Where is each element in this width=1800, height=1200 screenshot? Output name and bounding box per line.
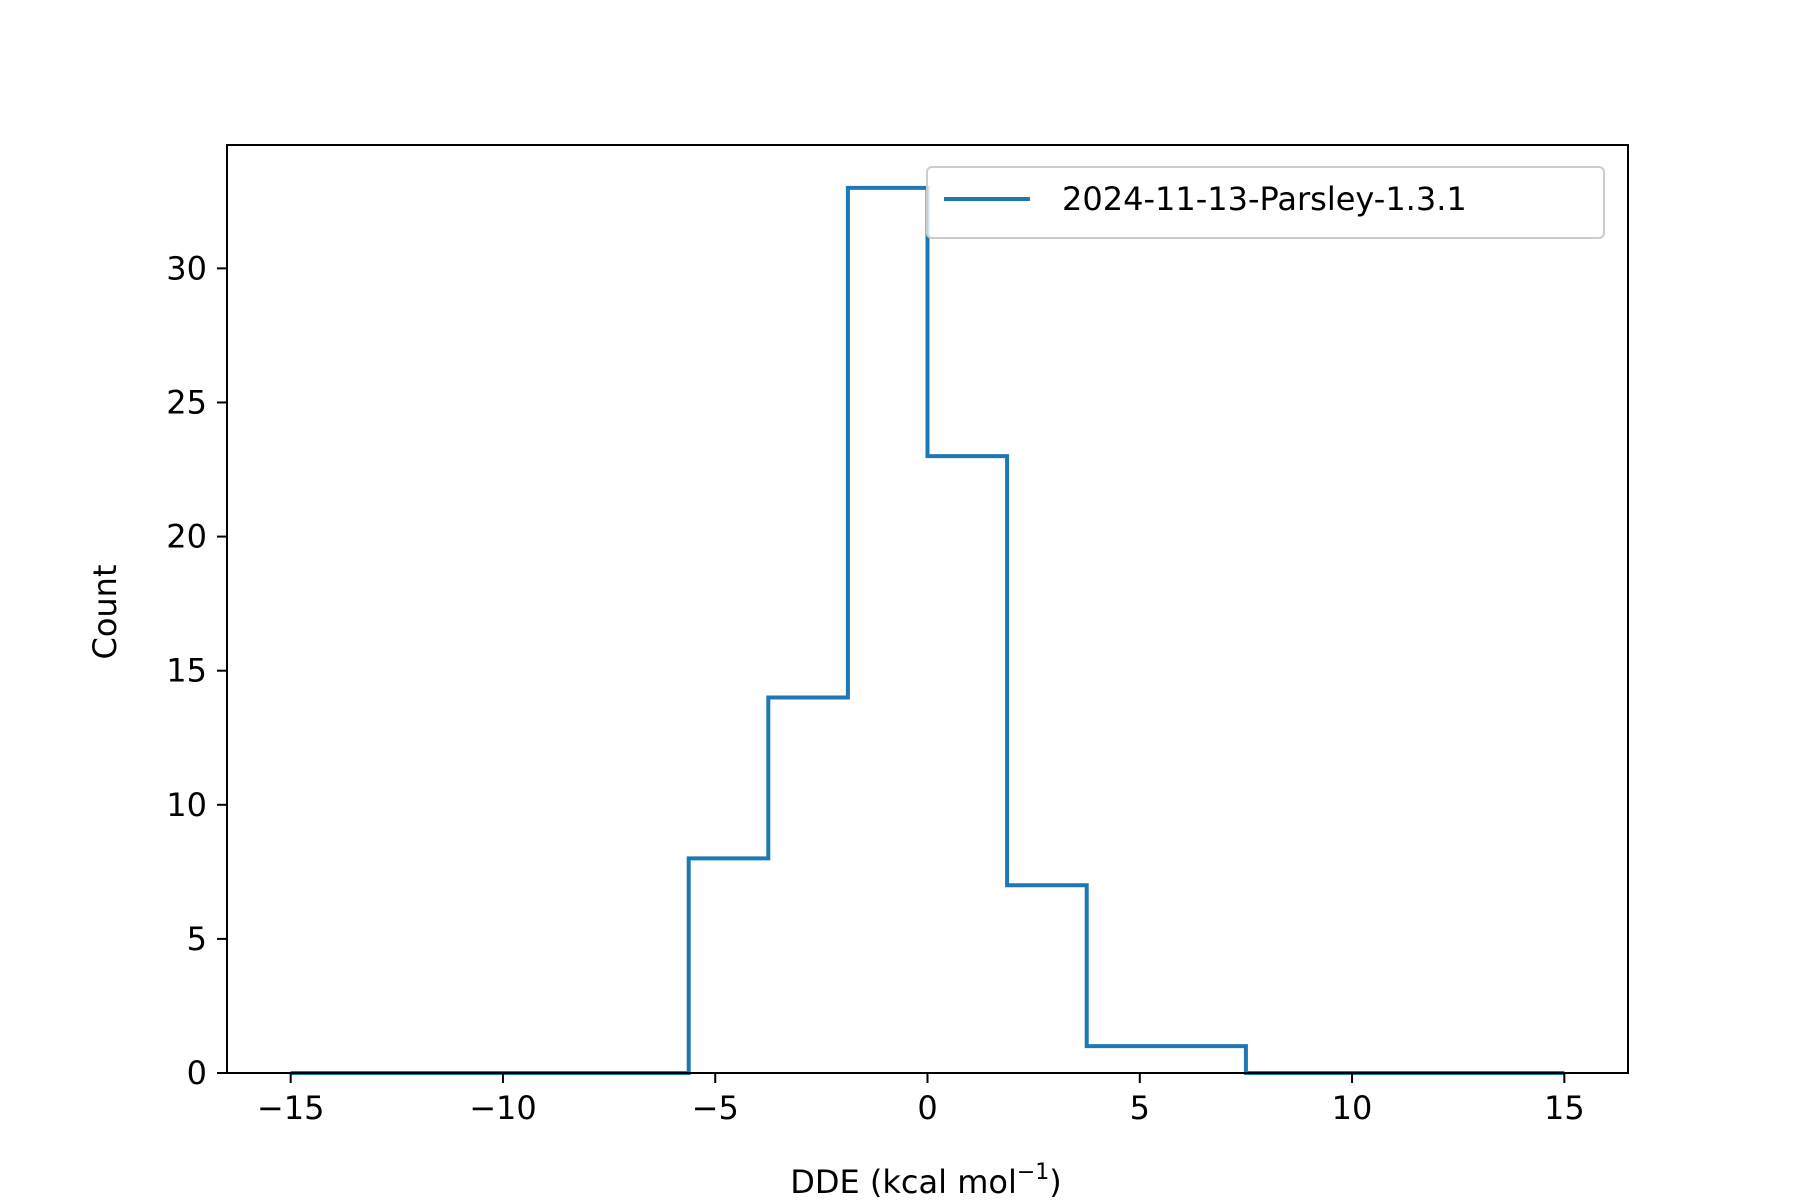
- x-tick-label: 10: [1332, 1089, 1373, 1127]
- y-tick-label: 20: [166, 518, 207, 556]
- legend-frame: [926, 166, 1605, 239]
- y-tick-label: 15: [166, 652, 207, 690]
- legend: 2024-11-13-Parsley-1.3.1: [926, 166, 1605, 239]
- y-tick-label: 30: [166, 249, 207, 287]
- y-tick-label: 25: [166, 383, 207, 421]
- x-axis-label: DDE (kcal mol−1): [790, 1160, 1062, 1200]
- x-tick-label: −5: [692, 1089, 739, 1127]
- x-tick-label: −10: [469, 1089, 537, 1127]
- y-tick-label: 5: [187, 920, 207, 958]
- y-tick-label: 10: [166, 786, 207, 824]
- x-tick-label: −15: [257, 1089, 325, 1127]
- y-tick-label: 0: [187, 1054, 207, 1092]
- x-tick-label: 5: [1130, 1089, 1150, 1127]
- y-axis-label: Count: [86, 564, 124, 659]
- y-axis-ticks: 0 5 10 15 20 25 30: [166, 249, 227, 1092]
- legend-entry-label: 2024-11-13-Parsley-1.3.1: [1062, 180, 1467, 218]
- x-axis-ticks: −15 −10 −5 0 5 10 15: [257, 1073, 1585, 1127]
- x-tick-label: 0: [917, 1089, 937, 1127]
- x-tick-label: 15: [1544, 1089, 1585, 1127]
